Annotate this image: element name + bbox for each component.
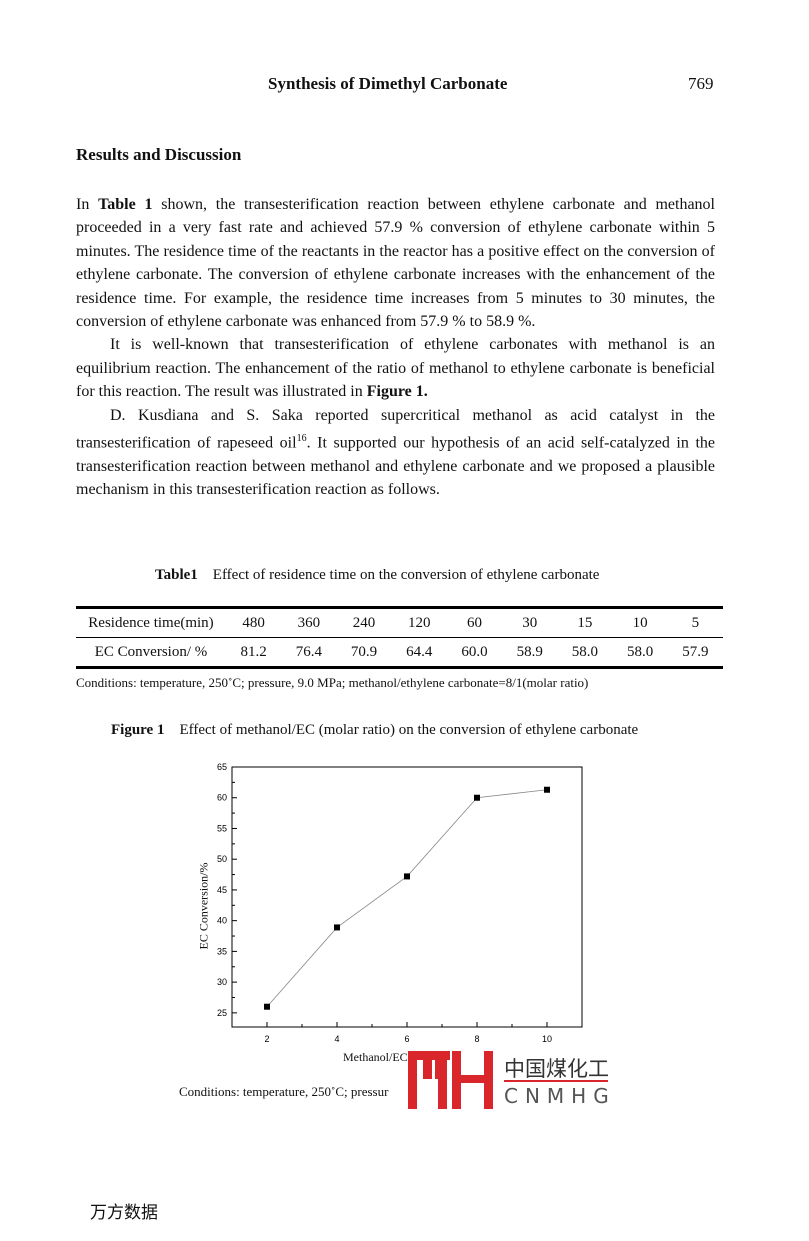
cell: 15 bbox=[557, 607, 613, 638]
x-axis-label: Methanol/EC bbox=[343, 1050, 408, 1064]
x-tick-label: 10 bbox=[542, 1034, 552, 1044]
cell: Residence time(min) bbox=[76, 607, 226, 638]
cell: 81.2 bbox=[240, 643, 267, 660]
wanfang-footer-mark: 万方数据 bbox=[90, 1203, 158, 1223]
x-tick-label: 6 bbox=[404, 1034, 409, 1044]
x-tick-label: 8 bbox=[474, 1034, 479, 1044]
data-point bbox=[334, 924, 340, 931]
data-point bbox=[474, 794, 480, 801]
logo-subtext: CNMHG bbox=[504, 1084, 616, 1108]
cell: 10 bbox=[612, 607, 668, 638]
cell: 64.4 bbox=[406, 643, 433, 660]
cell: EC Conversion/ % bbox=[94, 643, 208, 660]
table-row: Residence time(min) 480 360 240 120 60 30 15 10 5 bbox=[76, 607, 723, 638]
data-point bbox=[544, 786, 550, 793]
body-text: In Table 1 shown, the transesterificatio… bbox=[76, 193, 715, 502]
cell: 360 bbox=[281, 607, 337, 638]
y-tick-label: 45 bbox=[217, 885, 227, 895]
series-line bbox=[266, 789, 548, 1007]
x-tick-label: 2 bbox=[264, 1034, 269, 1044]
y-tick-label: 30 bbox=[217, 977, 227, 987]
plot-frame bbox=[231, 766, 583, 1028]
y-tick-label: 25 bbox=[217, 1008, 227, 1018]
cell: 240 bbox=[336, 607, 392, 638]
running-title: Synthesis of Dimethyl Carbonate bbox=[268, 74, 508, 93]
cell: 60.0 bbox=[461, 643, 488, 660]
cell: 60 bbox=[446, 607, 503, 638]
cell: 57.9 bbox=[682, 643, 709, 660]
y-tick-label: 60 bbox=[217, 793, 227, 803]
y-tick-label: 55 bbox=[217, 823, 227, 833]
x-tick-label: 4 bbox=[334, 1034, 339, 1044]
y-tick-label: 35 bbox=[217, 946, 227, 956]
cell: 120 bbox=[391, 607, 447, 638]
table-caption: Table1 Effect of residence time on the c… bbox=[155, 567, 600, 583]
cell: 58.9 bbox=[516, 643, 543, 660]
y-tick-label: 50 bbox=[217, 854, 227, 864]
cnmhg-logo-mark-icon bbox=[408, 1051, 493, 1109]
cell: 480 bbox=[226, 607, 282, 638]
cell: 70.9 bbox=[350, 643, 378, 660]
y-axis-label: EC Conversion/% bbox=[196, 862, 211, 950]
cell: 58.0 bbox=[571, 643, 599, 660]
paragraph-1: In Table 1 shown, the transesterificatio… bbox=[76, 196, 715, 331]
cell: 58.0 bbox=[627, 643, 654, 660]
page-number: 769 bbox=[688, 74, 714, 93]
data-point bbox=[404, 873, 410, 880]
paragraph-3: D. Kusdiana and S. Saka reported supercr… bbox=[76, 406, 716, 499]
cell: 30 bbox=[502, 607, 558, 638]
y-tick-label: 65 bbox=[217, 762, 227, 772]
y-tick-label: 40 bbox=[217, 916, 227, 926]
table-row: EC Conversion/ % 81.2 76.4 70.9 64.4 60.0 58.9… bbox=[76, 638, 723, 668]
cell: 5 bbox=[667, 607, 723, 638]
figure-conditions: Conditions: temperature, 250˚C; pressur bbox=[179, 1084, 389, 1099]
section-heading: Results and Discussion bbox=[76, 145, 242, 164]
table-1: Residence time(min) 480 360 240 120 60 30 15 10 5… bbox=[76, 606, 723, 669]
paragraph-2: It is well-known that transesterificatio… bbox=[76, 336, 715, 401]
logo-divider bbox=[504, 1080, 608, 1082]
table-conditions: Conditions: temperature, 250˚C; pressure… bbox=[76, 675, 589, 690]
data-point bbox=[264, 1003, 270, 1010]
cell: 76.4 bbox=[295, 643, 322, 660]
cnmhg-watermark-logo: 中国煤化工 CNMHG bbox=[408, 1051, 610, 1111]
logo-text: 中国煤化工 bbox=[504, 1057, 609, 1081]
figure-caption: Figure 1 Effect of methanol/EC (molar ra… bbox=[111, 722, 639, 738]
